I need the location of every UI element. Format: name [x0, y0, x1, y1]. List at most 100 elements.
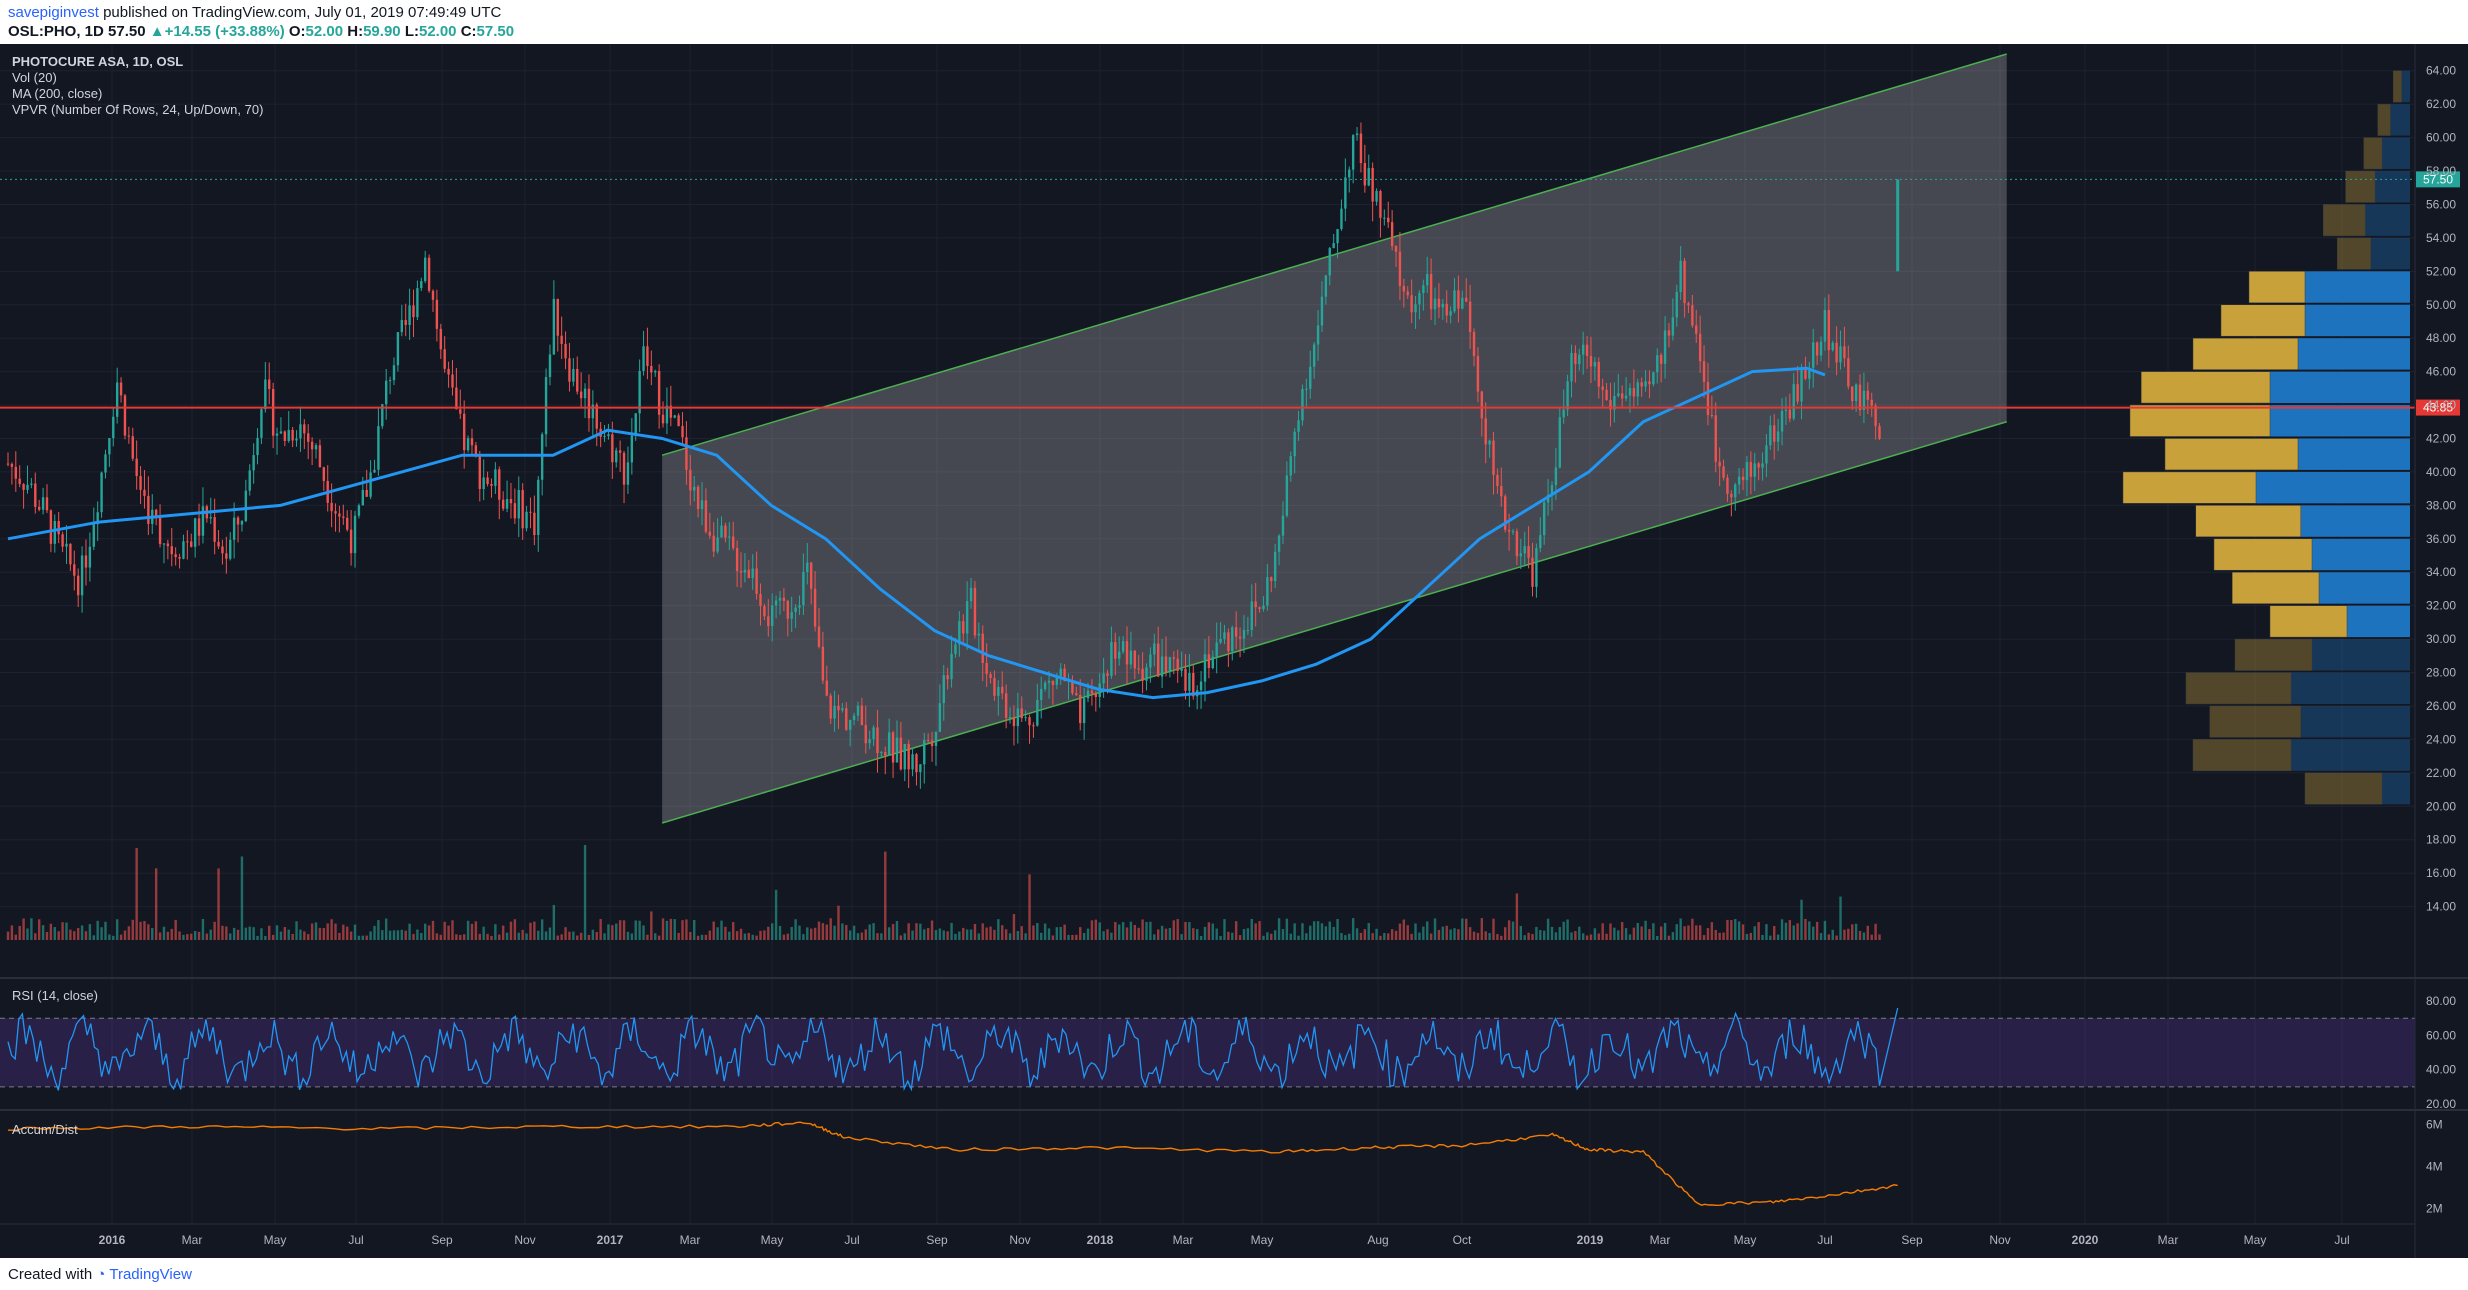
- candle-body: [1312, 344, 1316, 367]
- candle-body: [1453, 290, 1456, 312]
- candle-body: [256, 437, 259, 456]
- legend-accum: Accum/Dist: [12, 1122, 78, 1137]
- volume-bar: [170, 928, 173, 940]
- volume-bar: [650, 911, 653, 940]
- vpvr-down-bar: [2363, 137, 2383, 170]
- candle-body: [911, 754, 914, 770]
- candle-body: [509, 499, 513, 504]
- candle-body: [57, 521, 60, 535]
- volume-bar: [790, 927, 793, 940]
- volume-bar: [1043, 923, 1047, 940]
- volume-bar: [1476, 932, 1480, 940]
- candle-body: [1554, 467, 1558, 486]
- candle-body: [704, 500, 708, 532]
- chart-canvas[interactable]: 43.85 57.50 80.00 60.00 40.00 20.00 6M 4M 2M 1…: [0, 44, 2468, 1258]
- candle-body: [544, 377, 548, 435]
- time-tick-label: Jul: [2334, 1233, 2349, 1247]
- volume-bar: [595, 931, 598, 940]
- volume-bar: [186, 934, 189, 940]
- volume-bar: [1488, 933, 1491, 940]
- regression-channel[interactable]: [661, 53, 2007, 824]
- candle-body: [1722, 466, 1725, 478]
- candle-body: [1445, 303, 1448, 316]
- volume-bar: [1823, 920, 1827, 940]
- volume-bar: [369, 931, 372, 940]
- candle-body: [693, 486, 696, 491]
- volume-bar: [1453, 928, 1456, 940]
- candle-body: [1449, 311, 1452, 316]
- candle-body: [564, 343, 567, 359]
- candle-body: [654, 371, 657, 373]
- rsi-tick-label: 40.00: [2426, 1063, 2456, 1077]
- volume-bar: [1098, 922, 1101, 940]
- volume-bar: [84, 931, 88, 940]
- candle-body: [899, 737, 903, 770]
- candle-body: [1570, 352, 1573, 382]
- volume-bar: [1270, 933, 1273, 940]
- candle-body: [860, 705, 864, 726]
- volume-bar: [1581, 933, 1585, 940]
- volume-bar: [1515, 893, 1519, 940]
- username-link[interactable]: savepiginvest: [8, 4, 99, 21]
- candle-body: [61, 534, 64, 547]
- volume-bar: [841, 923, 844, 940]
- volume-bar: [1055, 927, 1059, 940]
- candle-body: [197, 518, 201, 536]
- volume-bar: [1184, 921, 1187, 940]
- candle-body: [388, 380, 392, 382]
- candle-body: [1079, 695, 1082, 724]
- candle-body: [252, 455, 255, 471]
- time-axis[interactable]: 2016 Mar May Jul Sep Nov 2017 Mar May Jul Sep Nov 20…: [0, 1223, 2415, 1247]
- vpvr-up-bar: [2305, 304, 2410, 337]
- candle-body: [201, 506, 205, 536]
- volume-bar: [1067, 934, 1070, 940]
- candle-body: [579, 391, 583, 399]
- candle-body: [845, 708, 848, 730]
- volume-bar: [6, 931, 10, 940]
- candle-body: [369, 472, 372, 497]
- volume-bar: [521, 929, 524, 940]
- volume-bar: [1753, 926, 1756, 940]
- candle-body: [1796, 384, 1799, 402]
- volume-bar: [1246, 928, 1250, 940]
- candle-body: [568, 358, 571, 382]
- horizontal-line[interactable]: 43.85 57.50: [0, 171, 2460, 416]
- candle-body: [794, 607, 797, 613]
- candle-body: [689, 469, 692, 491]
- candle-body: [65, 543, 68, 547]
- volume-bar: [1125, 927, 1129, 940]
- volume-bar: [1180, 934, 1183, 940]
- time-tick-label: 2020: [2072, 1233, 2099, 1247]
- price-axis[interactable]: 14.00 16.00 18.00 20.00 22.00 24.00 26.00 28.00…: [2414, 44, 2456, 1258]
- candle-body: [303, 424, 306, 434]
- candle-body: [1851, 386, 1854, 402]
- candle-body: [907, 743, 910, 770]
- volume-bar: [65, 922, 68, 940]
- candle-body: [416, 288, 419, 318]
- volume-bar: [962, 927, 965, 940]
- volume-bar: [1804, 918, 1807, 940]
- volume-bar: [1028, 874, 1031, 940]
- candle-body: [1133, 650, 1137, 669]
- volume-bar: [860, 932, 864, 940]
- volume-bar: [88, 924, 92, 940]
- candle-body: [1328, 248, 1331, 276]
- volume-bar: [1468, 927, 1472, 940]
- volume-bar: [221, 925, 224, 940]
- tradingview-link[interactable]: TradingView: [109, 1266, 192, 1283]
- candle-body: [1546, 494, 1550, 503]
- candle-body: [1336, 229, 1339, 244]
- candle-body: [560, 335, 563, 344]
- volume-bar: [911, 930, 914, 940]
- volume-bar: [115, 919, 119, 940]
- candle-body: [143, 489, 146, 496]
- volume-bar: [154, 868, 158, 940]
- candle-body: [1896, 179, 1900, 272]
- candle-body: [1001, 686, 1004, 694]
- time-tick-label: Oct: [1453, 1233, 1472, 1247]
- time-tick-label: May: [264, 1233, 287, 1247]
- candle-body: [751, 568, 754, 579]
- candle-body: [576, 368, 579, 392]
- candle-body: [930, 740, 934, 746]
- volume-bar: [1757, 922, 1760, 940]
